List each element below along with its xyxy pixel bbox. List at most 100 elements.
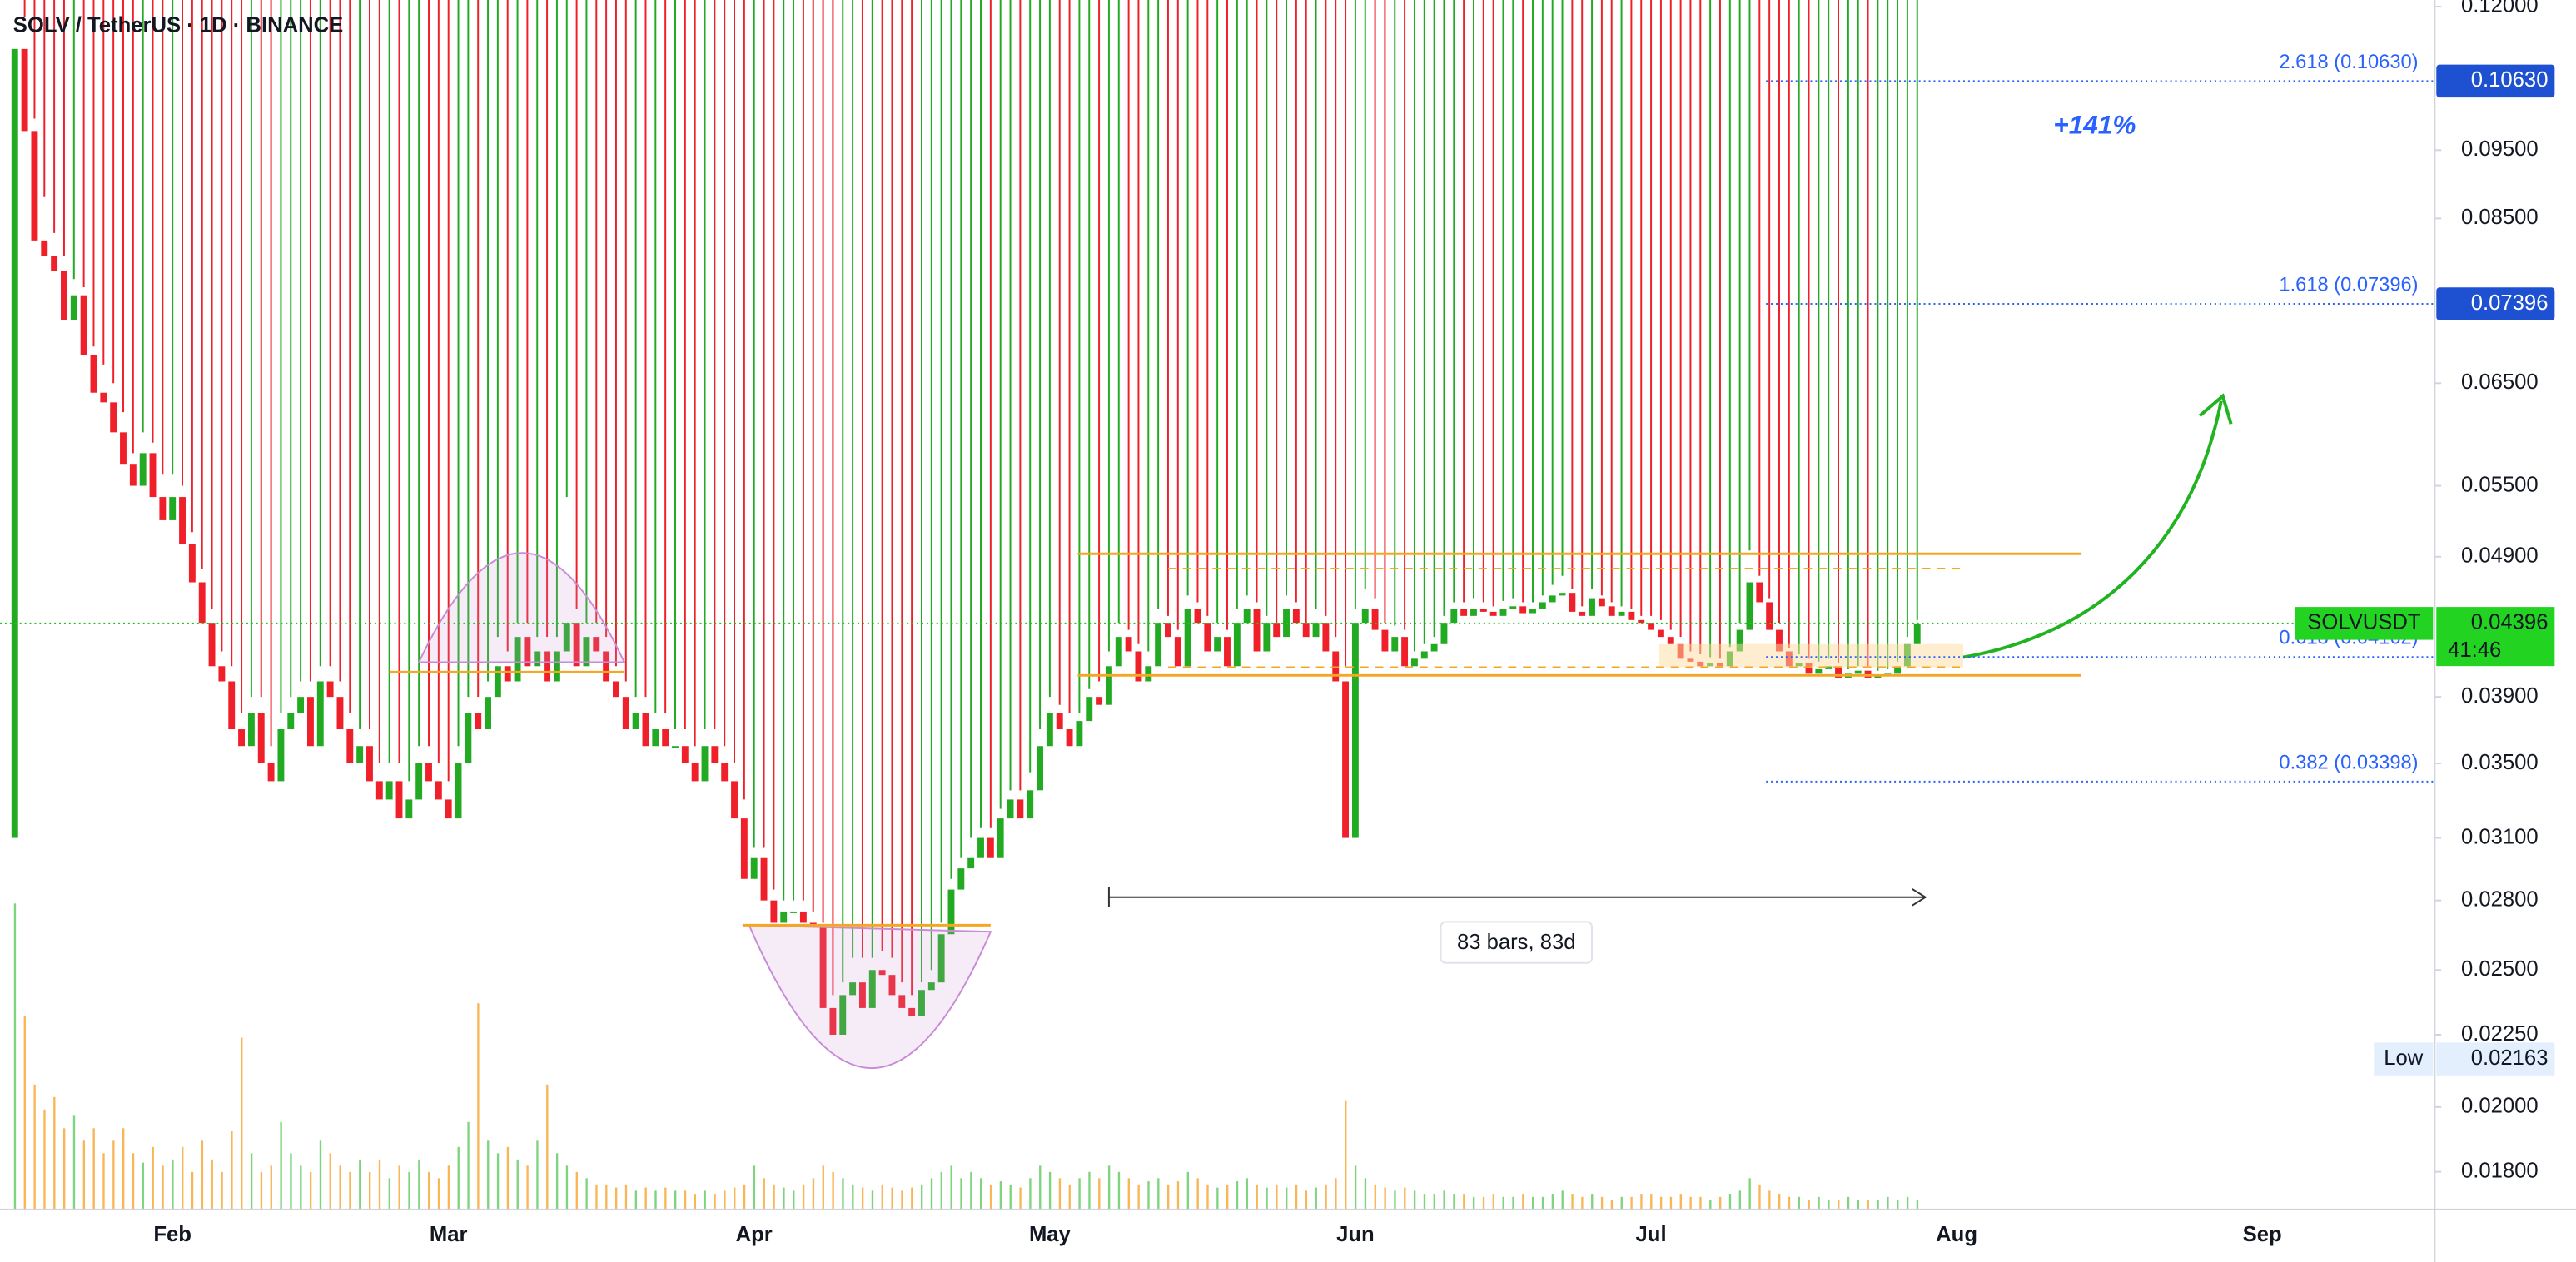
candle-body bbox=[1115, 637, 1122, 667]
volume-bar bbox=[1916, 1200, 1919, 1210]
volume-bar bbox=[1266, 1187, 1268, 1210]
volume-bar bbox=[565, 1165, 569, 1210]
candle-body bbox=[839, 995, 847, 1035]
candle-body bbox=[563, 623, 570, 652]
volume-bar bbox=[260, 1171, 263, 1210]
volume-bar bbox=[211, 1159, 213, 1210]
volume-bar bbox=[546, 1084, 549, 1210]
volume-bar bbox=[1640, 1194, 1643, 1210]
candle-body bbox=[1273, 623, 1281, 638]
y-tick-label: 0.02500 bbox=[2461, 957, 2539, 981]
candle-body bbox=[306, 697, 314, 747]
volume-bar bbox=[1463, 1194, 1465, 1210]
volume-bar bbox=[930, 1178, 933, 1210]
volume-bar bbox=[1728, 1194, 1732, 1210]
candle-body bbox=[1371, 609, 1379, 630]
volume-bar bbox=[280, 1121, 282, 1210]
volume-bar bbox=[536, 1140, 539, 1210]
volume-bar bbox=[152, 1146, 154, 1210]
volume-bar bbox=[1551, 1194, 1554, 1210]
volume-bar bbox=[743, 1184, 746, 1210]
y-tick-label: 0.06500 bbox=[2461, 370, 2539, 394]
volume-bar bbox=[1384, 1187, 1386, 1210]
fib-label: 1.618 (0.07396) bbox=[2279, 275, 2418, 296]
candle-body bbox=[1470, 609, 1477, 616]
volume-bar bbox=[595, 1184, 598, 1210]
price-label: 0.04396 bbox=[2471, 611, 2549, 634]
candle-body bbox=[1519, 606, 1527, 614]
volume-bar bbox=[605, 1184, 608, 1210]
volume-bar bbox=[1354, 1165, 1357, 1210]
y-tick-label: 0.05500 bbox=[2461, 473, 2539, 496]
candle-body bbox=[70, 295, 77, 320]
candle-body bbox=[987, 837, 994, 858]
volume-bar bbox=[1423, 1194, 1426, 1210]
candle-body bbox=[750, 857, 758, 879]
candle-body bbox=[316, 681, 324, 747]
volume-bar bbox=[1679, 1194, 1682, 1210]
volume-bar bbox=[1137, 1184, 1140, 1210]
candle-body bbox=[1549, 595, 1556, 603]
volume-bar bbox=[1600, 1196, 1604, 1210]
volume-bar bbox=[1394, 1190, 1396, 1210]
volume-bar bbox=[881, 1184, 883, 1210]
candle-body bbox=[681, 746, 689, 764]
candle-body bbox=[1736, 629, 1743, 652]
volume-bar bbox=[368, 1171, 371, 1210]
volume-bar bbox=[1433, 1194, 1435, 1210]
candle-body bbox=[11, 48, 18, 838]
volume-bar bbox=[1256, 1184, 1258, 1210]
x-tick-label: Feb bbox=[153, 1223, 191, 1246]
volume-bar bbox=[1345, 1100, 1347, 1210]
volume-bar bbox=[1098, 1178, 1101, 1210]
candle-body bbox=[297, 697, 305, 713]
candle-body bbox=[159, 497, 167, 520]
volume-bar bbox=[408, 1171, 410, 1210]
volume-bar bbox=[1315, 1187, 1317, 1210]
candle-body bbox=[711, 746, 719, 764]
price-box bbox=[2436, 607, 2555, 667]
volume-bar bbox=[1117, 1171, 1121, 1210]
volume-bar bbox=[102, 1153, 105, 1210]
low-name: Low bbox=[2384, 1046, 2424, 1070]
arrow-head bbox=[2198, 393, 2233, 425]
volume-bar bbox=[1482, 1196, 1485, 1210]
volume-bar bbox=[241, 1037, 243, 1210]
candle-body bbox=[366, 746, 373, 782]
volume-bar bbox=[526, 1165, 529, 1210]
bottom-arc bbox=[748, 924, 992, 1069]
volume-bar bbox=[231, 1131, 233, 1210]
candle-body bbox=[90, 355, 97, 393]
volume-bar bbox=[221, 1171, 223, 1210]
candle-body bbox=[257, 713, 265, 764]
volume-bar bbox=[624, 1184, 628, 1210]
volume-bar bbox=[437, 1178, 440, 1210]
volume-bar bbox=[398, 1165, 400, 1210]
volume-bar bbox=[1522, 1194, 1524, 1210]
volume-bar bbox=[802, 1184, 805, 1210]
candle-body bbox=[957, 868, 965, 890]
candle-body bbox=[41, 240, 48, 256]
volume-bar bbox=[33, 1084, 36, 1210]
fib-axis-box bbox=[2436, 287, 2555, 320]
volume-bar bbox=[555, 1153, 559, 1210]
volume-bar bbox=[23, 1016, 26, 1210]
candle-body bbox=[1253, 609, 1261, 652]
candle-body bbox=[1450, 609, 1458, 624]
volume-bar bbox=[1058, 1178, 1062, 1210]
candle-body bbox=[799, 911, 807, 923]
candle-body bbox=[1037, 746, 1043, 791]
volume-bar bbox=[290, 1153, 292, 1210]
volume-bar bbox=[92, 1128, 95, 1210]
volume-bar bbox=[1838, 1200, 1840, 1210]
volume-bar bbox=[1778, 1194, 1781, 1210]
volume-bar bbox=[1029, 1178, 1032, 1210]
candle-body bbox=[1263, 623, 1271, 652]
volume-bar bbox=[920, 1184, 923, 1210]
candle-body bbox=[179, 497, 186, 544]
volume-bar bbox=[1157, 1178, 1160, 1210]
volume-bar bbox=[172, 1159, 174, 1210]
volume-bar bbox=[1048, 1171, 1052, 1210]
candle-body bbox=[868, 970, 876, 1008]
